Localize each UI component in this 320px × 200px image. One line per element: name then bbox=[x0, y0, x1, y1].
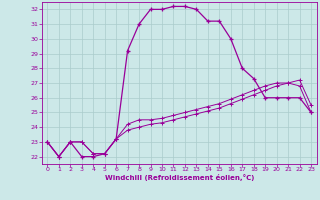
X-axis label: Windchill (Refroidissement éolien,°C): Windchill (Refroidissement éolien,°C) bbox=[105, 174, 254, 181]
